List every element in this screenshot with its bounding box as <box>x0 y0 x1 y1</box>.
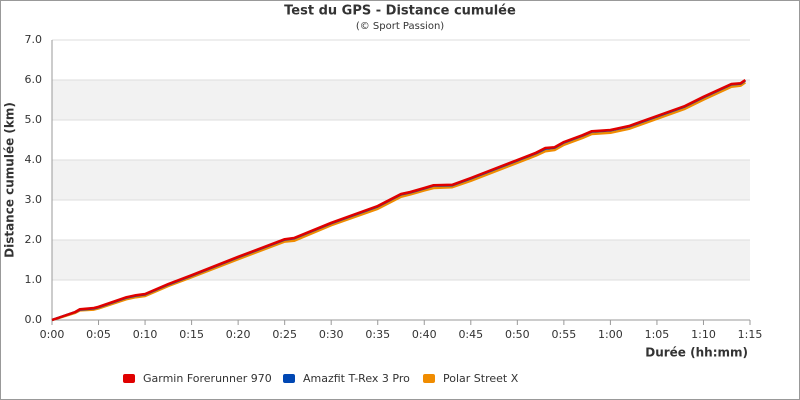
legend-swatch <box>283 374 295 383</box>
x-tick-label: 0:20 <box>226 328 251 341</box>
x-tick-label: 0:05 <box>86 328 111 341</box>
x-tick-label: 0:55 <box>552 328 577 341</box>
grid-band <box>52 240 750 280</box>
y-tick-label: 0.0 <box>25 313 43 326</box>
x-tick-label: 1:00 <box>598 328 623 341</box>
x-tick-label: 1:10 <box>691 328 716 341</box>
legend-swatch <box>123 374 135 383</box>
x-tick-label: 0:35 <box>365 328 390 341</box>
legend-label: Amazfit T-Rex 3 Pro <box>303 372 410 385</box>
x-tick-label: 0:00 <box>40 328 65 341</box>
grid-band <box>52 80 750 120</box>
series-line <box>51 78 747 322</box>
x-tick-label: 1:15 <box>738 328 763 341</box>
series-line <box>51 81 747 322</box>
x-tick-label: 0:25 <box>272 328 297 341</box>
y-tick-label: 4.0 <box>25 153 43 166</box>
y-tick-label: 3.0 <box>25 193 43 206</box>
chart-title: Test du GPS - Distance cumulée <box>284 4 516 19</box>
legend-label: Garmin Forerunner 970 <box>143 372 272 385</box>
y-tick-label: 7.0 <box>25 33 43 46</box>
x-tick-label: 0:10 <box>133 328 158 341</box>
x-tick-label: 0:40 <box>412 328 437 341</box>
x-tick-label: 0:30 <box>319 328 344 341</box>
y-tick-label: 6.0 <box>25 73 43 86</box>
y-tick-label: 2.0 <box>25 233 43 246</box>
x-tick-label: 1:05 <box>645 328 670 341</box>
x-tick-label: 0:50 <box>505 328 530 341</box>
chart-subtitle: (© Sport Passion) <box>356 21 444 32</box>
x-axis-title: Durée (hh:mm) <box>645 346 748 360</box>
y-axis-title: Distance cumulée (km) <box>3 102 17 258</box>
y-tick-label: 5.0 <box>25 113 43 126</box>
legend-label: Polar Street X <box>443 372 519 385</box>
x-tick-label: 0:45 <box>458 328 483 341</box>
legend-swatch <box>423 374 435 383</box>
y-tick-label: 1.0 <box>25 273 43 286</box>
x-tick-label: 0:15 <box>179 328 204 341</box>
